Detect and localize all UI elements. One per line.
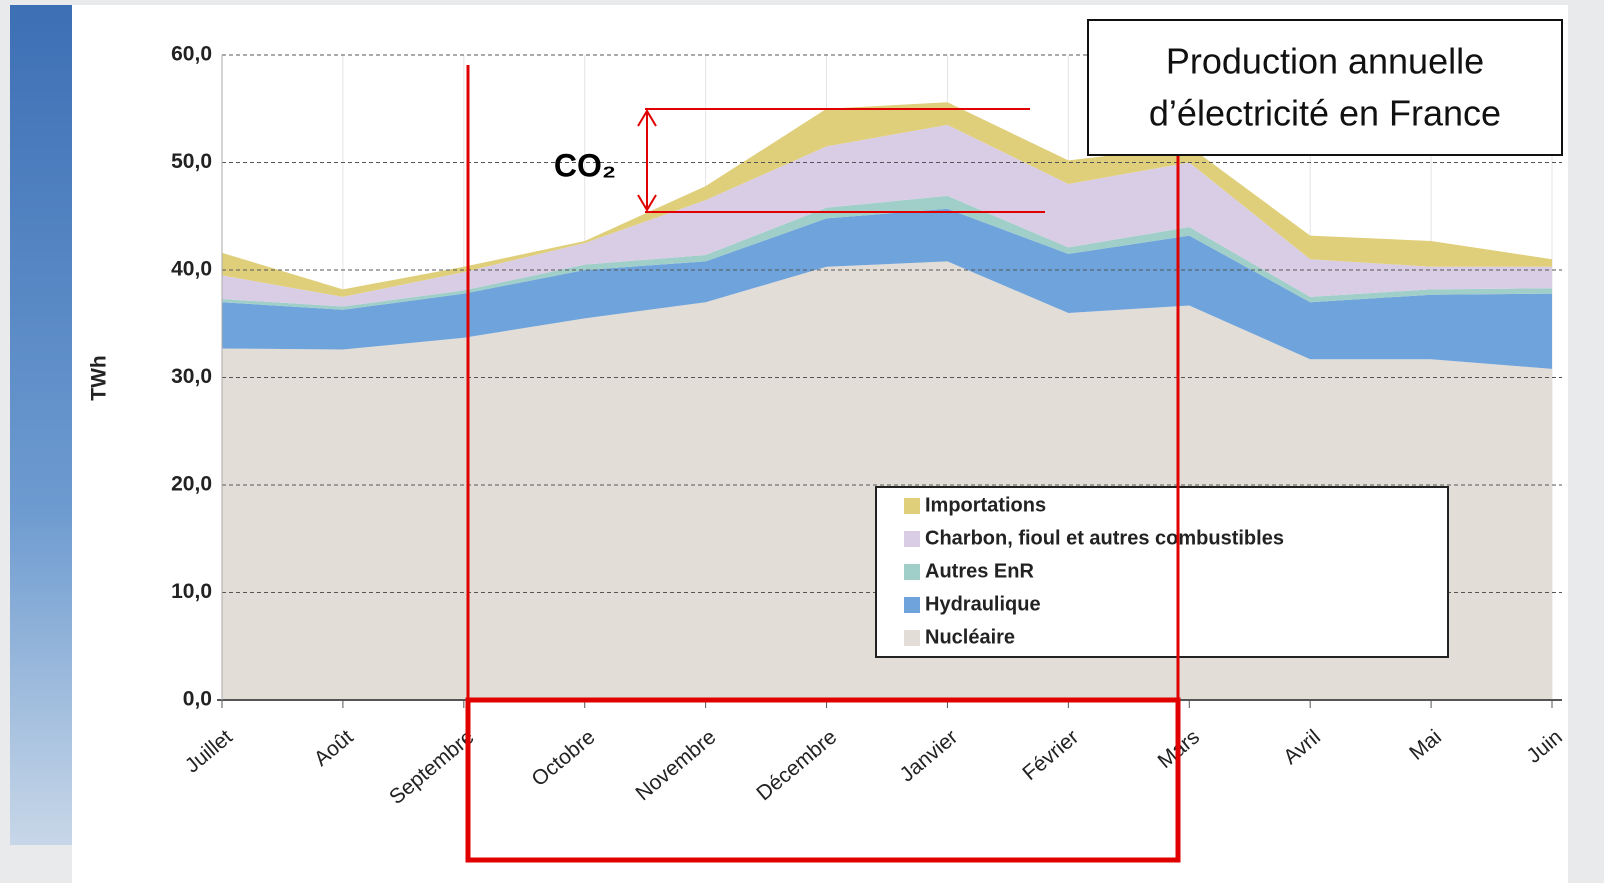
y-tick-label: 20,0 — [171, 473, 212, 496]
y-tick-label: 30,0 — [171, 365, 212, 388]
legend-label: Charbon, fioul et autres combustibles — [925, 527, 1284, 549]
co2-label: CO₂ — [554, 147, 616, 183]
y-tick-label: 60,0 — [171, 43, 212, 66]
legend-swatch — [904, 564, 920, 580]
legend-label: Nucléaire — [925, 626, 1015, 648]
y-tick-label: 0,0 — [183, 688, 212, 711]
legend: Importations Charbon, fioul et autres com… — [876, 487, 1448, 657]
legend-label: Importations — [925, 494, 1046, 516]
title-line: d’électricité en France — [1149, 93, 1501, 134]
page: {"chart_data": {"type": "stacked_area", … — [0, 0, 1604, 883]
legend-label: Hydraulique — [925, 593, 1041, 615]
side-decoration — [10, 5, 72, 845]
legend-swatch — [904, 531, 920, 547]
legend-swatch — [904, 498, 920, 514]
y-tick-label: 50,0 — [171, 150, 212, 173]
y-tick-label: 40,0 — [171, 258, 212, 281]
title-line: Production annuelle — [1166, 41, 1484, 82]
legend-label: Autres EnR — [925, 560, 1034, 582]
y-tick-label: 10,0 — [171, 580, 212, 603]
legend-swatch — [904, 597, 920, 613]
chart: 0,010,020,030,040,050,060,0JuilletAoûtSe… — [0, 0, 1604, 883]
y-axis-label: TWh — [88, 355, 111, 400]
legend-swatch — [904, 630, 920, 646]
